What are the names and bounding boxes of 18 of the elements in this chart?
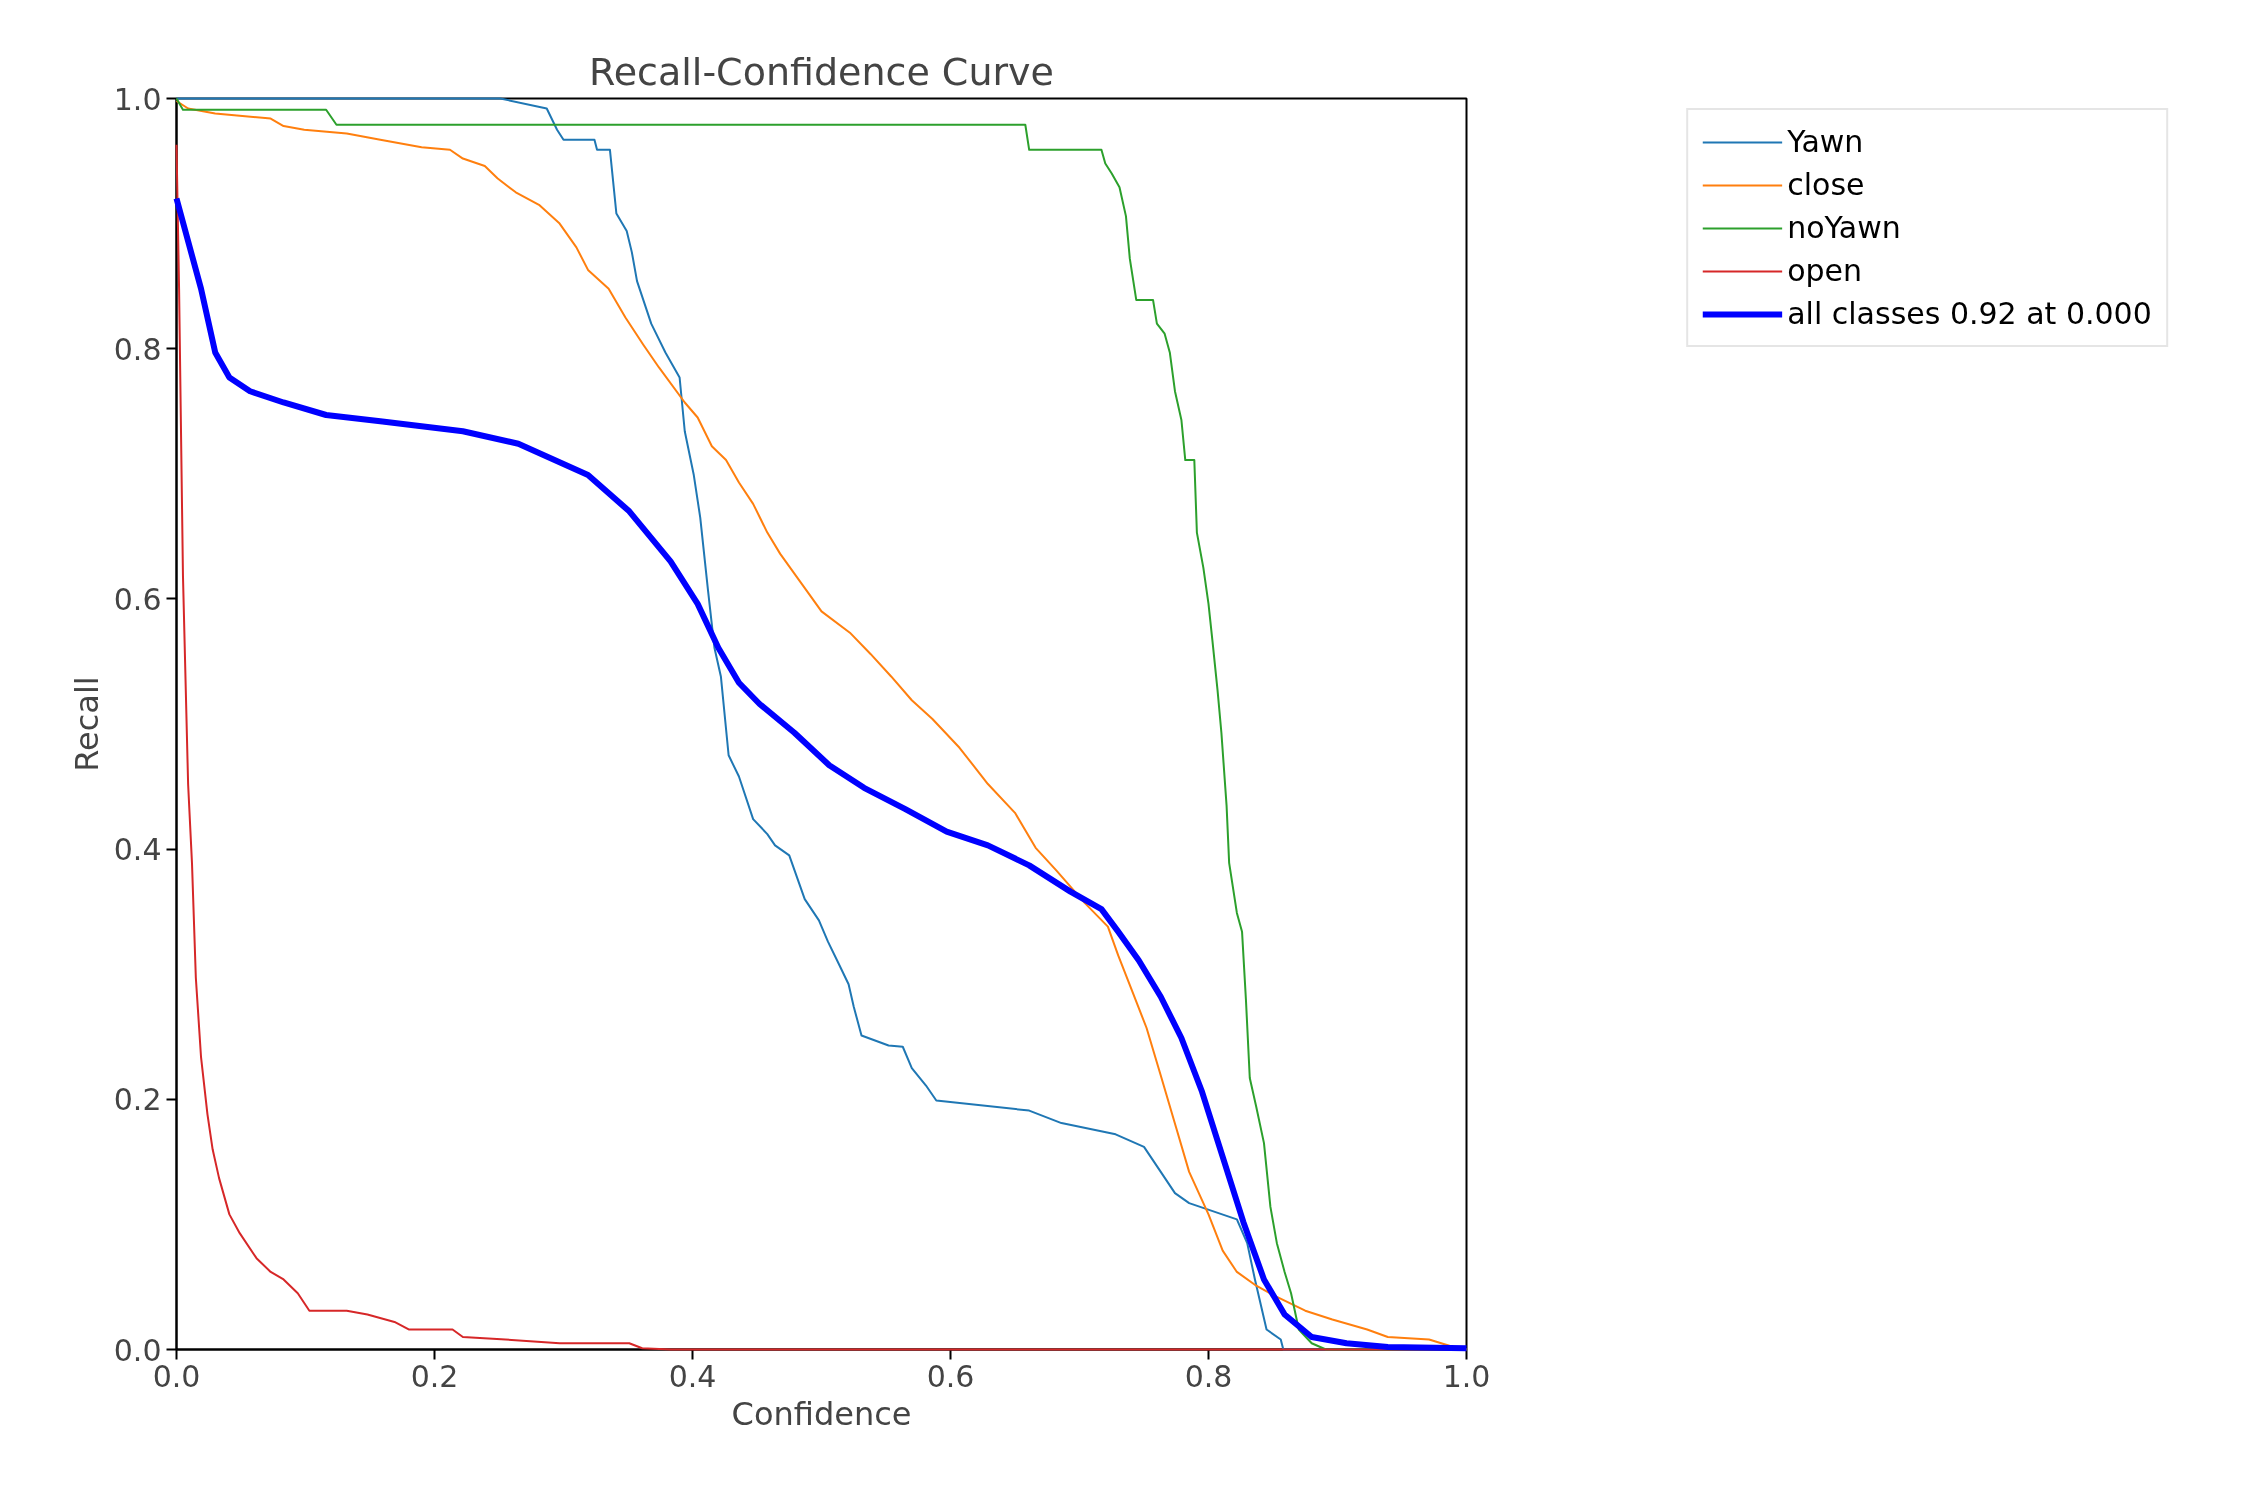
x-tick-label: 0.4 [668, 1358, 717, 1394]
x-tick-label: 0.6 [926, 1358, 975, 1394]
legend-label: noYawn [1787, 210, 1901, 245]
y-tick-label: 1.0 [113, 81, 162, 117]
y-tick-label: 0.8 [113, 331, 162, 367]
legend-label: close [1787, 167, 1865, 202]
legend-label: all classes 0.92 at 0.000 [1787, 296, 2152, 331]
x-tick-label: 0.2 [410, 1358, 459, 1394]
y-tick-label: 0.6 [113, 581, 162, 617]
x-axis-title: Confidence [731, 1394, 912, 1433]
legend-label: Yawn [1787, 124, 1864, 159]
y-tick-label: 0.4 [113, 832, 162, 868]
y-tick-label: 0.2 [113, 1082, 162, 1118]
legend-label: open [1787, 253, 1863, 288]
y-axis-title: Recall [67, 676, 106, 772]
x-tick-label: 1.0 [1442, 1358, 1491, 1394]
x-tick-label: 0.8 [1184, 1358, 1233, 1394]
chart-title: Recall-Confidence Curve [589, 49, 1054, 94]
